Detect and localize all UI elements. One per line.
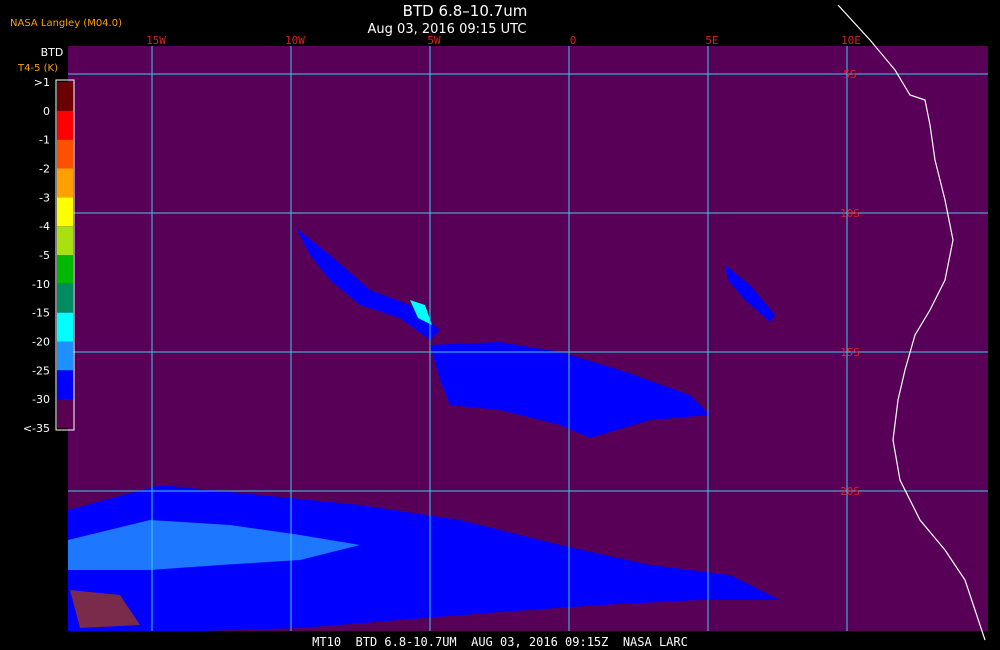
colorbar-label: -3 [39,191,50,204]
cloud-core [68,520,360,570]
latitude-label: 5S [843,68,856,81]
colorbar-frame [55,79,75,431]
colorbar-label: -5 [39,249,50,262]
colorbar-label: -20 [32,336,50,349]
graticule: 15W 10W 5W 0 5E 10E 5S 10S 15S 20S [68,34,988,631]
longitude-label: 5W [427,34,441,47]
colorbar-label: -30 [32,393,50,406]
colorbar-label: 0 [43,105,50,118]
legend-units: T4-5 (K) [17,63,58,74]
colorbar-label: >1 [34,76,50,89]
cloud-patch [430,342,710,438]
cloud-streak-core [410,300,432,325]
colorbar: >1 0 -1 -2 -3 -4 -5 -10 -15 -20 -25 -30 <-35 [23,76,73,435]
colorbar-label: <-35 [23,422,50,435]
source-label: NASA Langley (M04.0) [10,18,122,29]
colorbar-label: -1 [39,134,50,147]
latitude-label: 10S [840,207,860,220]
cloud-streak [725,265,775,322]
colorbar-swatch [57,168,73,198]
longitude-label: 15W [146,34,166,47]
coastline [837,4,986,641]
colorbar-swatch [57,283,73,313]
colorbar-swatch [57,139,73,169]
colorbar-swatch [57,226,73,255]
colorbar-label: -4 [39,220,50,233]
colorbar-swatch [57,82,73,111]
colorbar-swatch [57,341,73,371]
cloud-fields [68,228,780,631]
cloud-streak [296,228,440,340]
clear-patch [70,590,140,628]
longitude-label: 0 [570,34,577,47]
colorbar-swatch [57,312,73,342]
colorbar-swatch [57,370,73,400]
colorbar-label: -25 [32,364,50,377]
colorbar-label: -15 [32,307,50,320]
title: BTD 6.8–10.7um [403,2,528,20]
colorbar-swatch [57,197,73,227]
longitude-label: 10W [285,34,305,47]
footer: MT10 BTD 6.8-10.7UM AUG 03, 2016 09:15Z … [312,635,688,649]
colorbar-label: -2 [39,163,50,176]
latitude-label: 20S [840,485,860,498]
latitude-label: 15S [840,346,860,359]
subtitle: Aug 03, 2016 09:15 UTC [368,22,527,37]
colorbar-swatch [57,255,73,284]
colorbar-label: -10 [32,278,50,291]
colorbar-swatch [57,399,73,428]
longitude-label: 10E [841,34,861,47]
colorbar-swatch [57,110,73,140]
longitude-label: 5E [705,34,718,47]
cloud-band [68,485,780,631]
legend-title: BTD [41,46,64,59]
